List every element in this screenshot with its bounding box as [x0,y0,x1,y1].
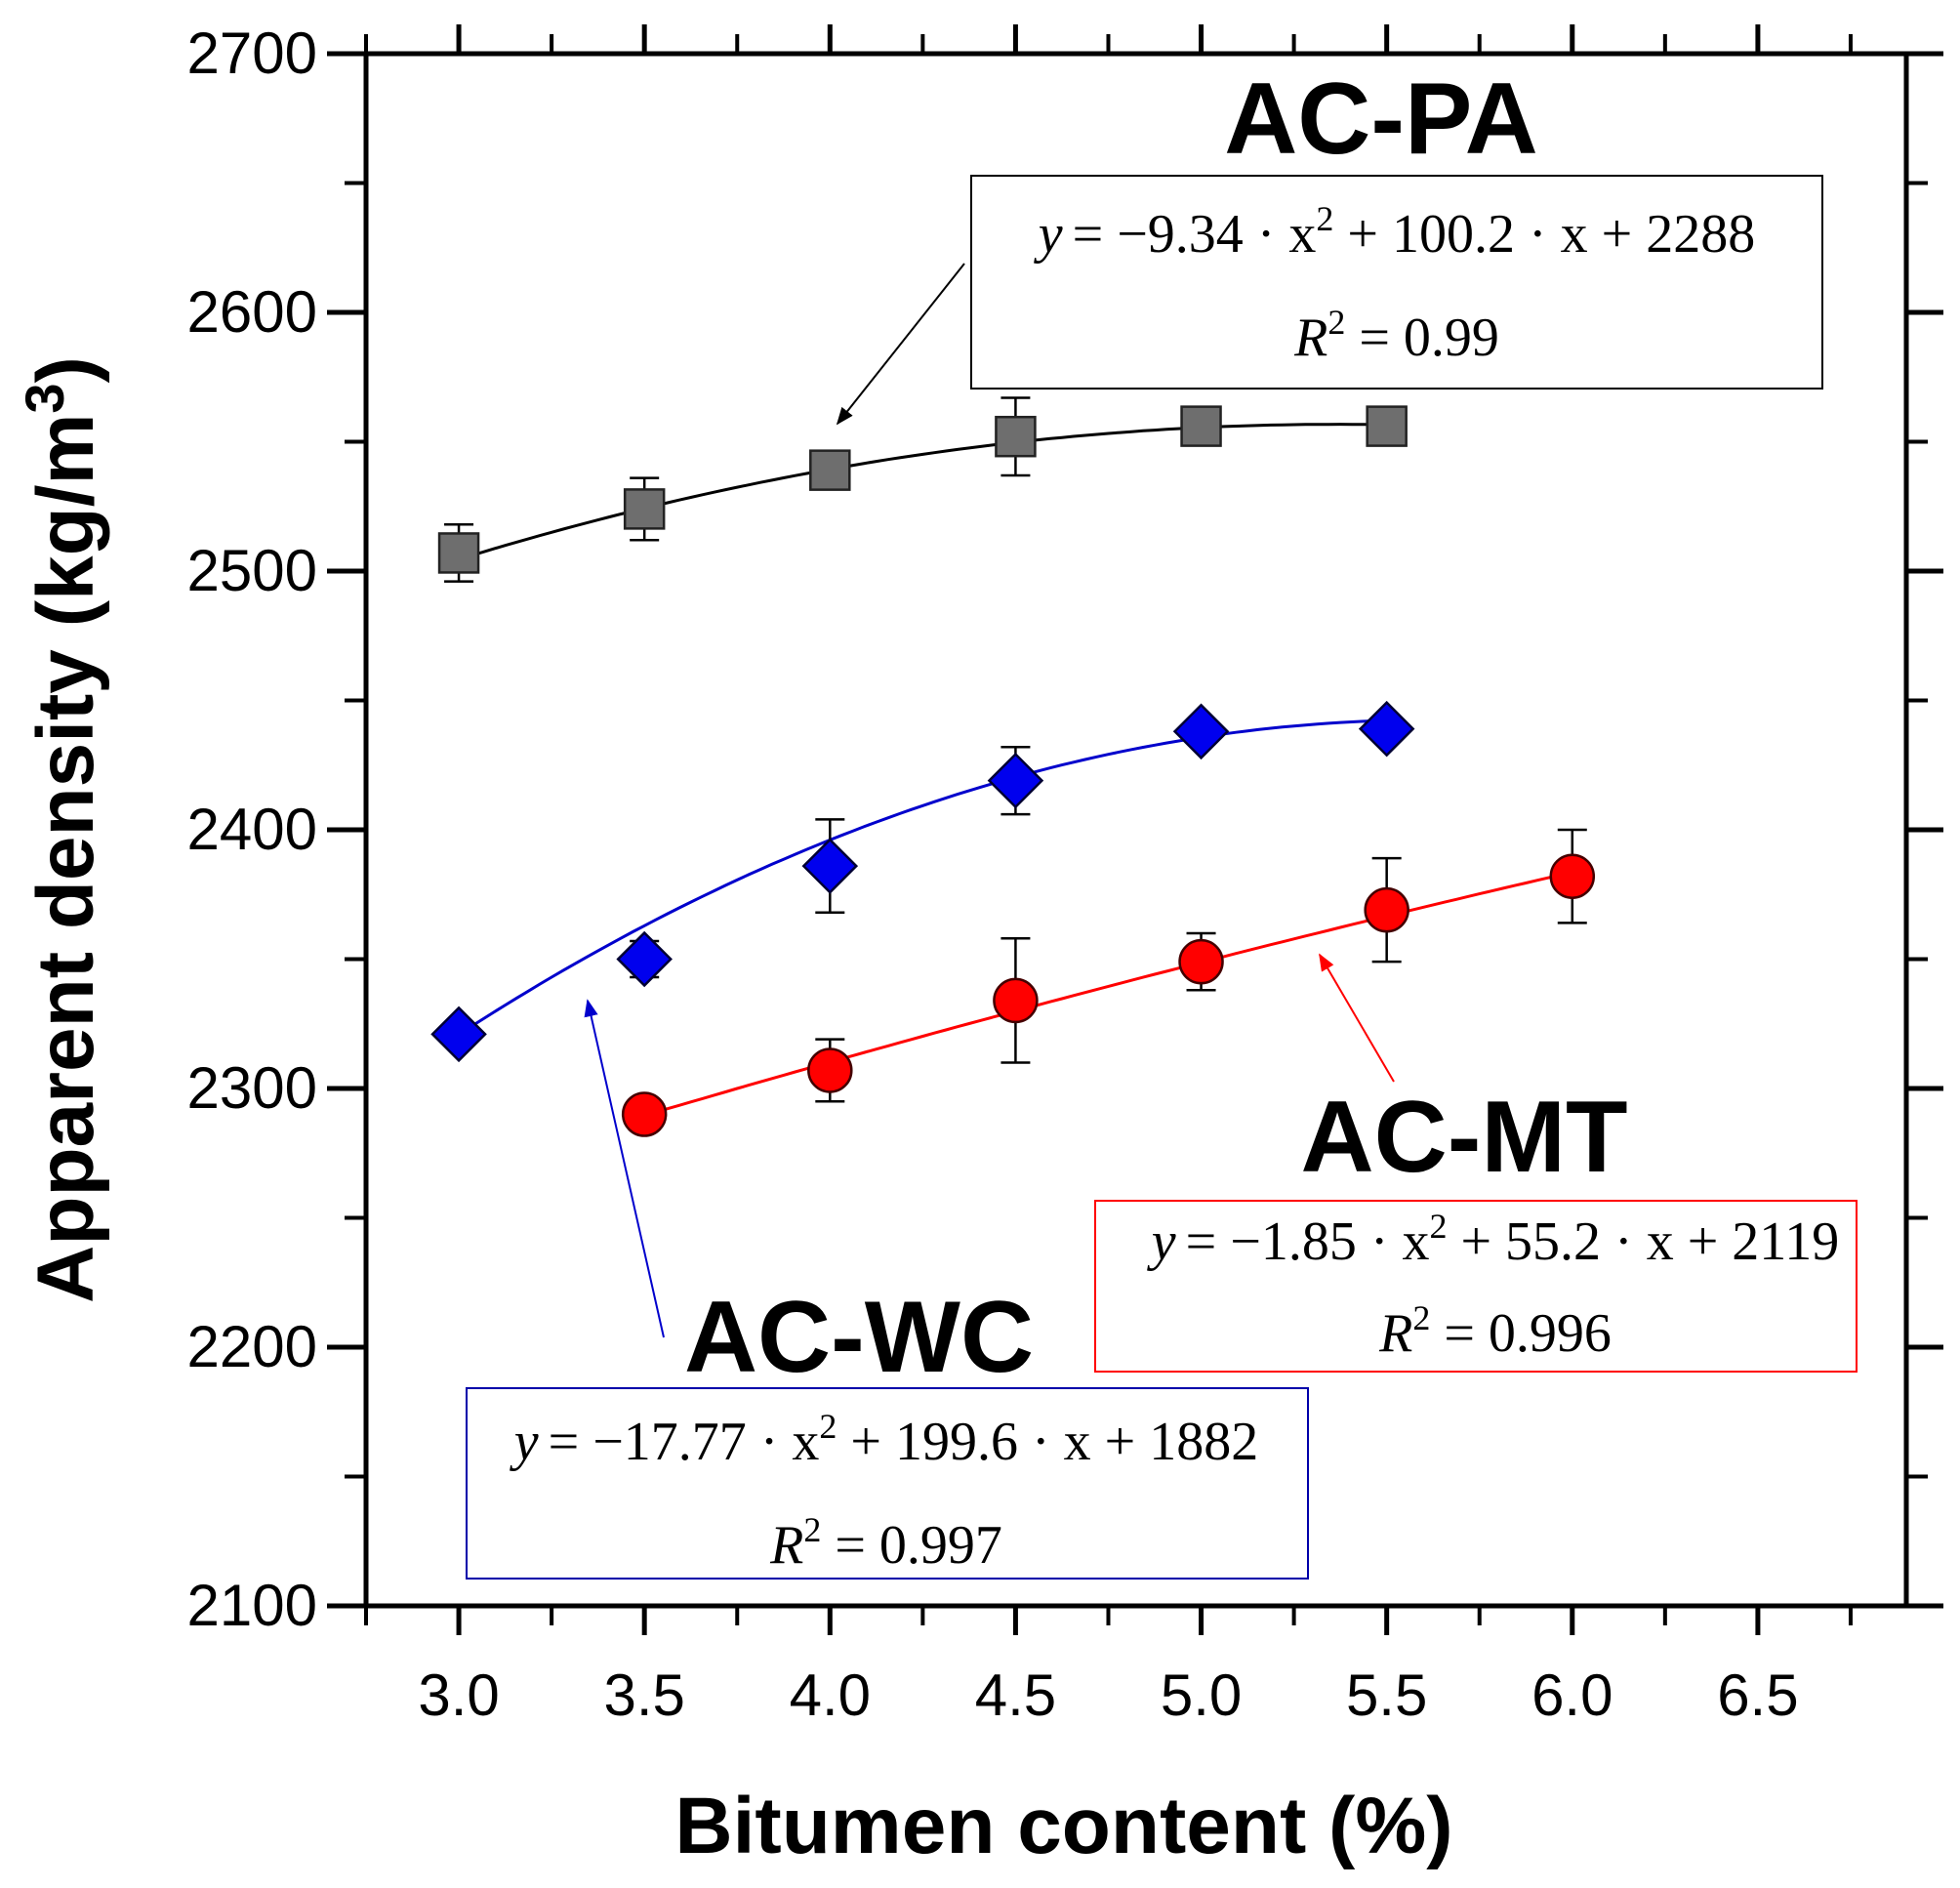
marker-ac-wc [1172,703,1230,760]
axis-ticks [327,24,1943,1635]
x-tick-label: 5.0 [1161,1662,1242,1728]
data-markers [430,405,1596,1137]
marker-ac-wc [616,930,673,988]
y-axis-title-close: ) [21,356,110,383]
y-tick-labels: 2100 2200 2300 2400 2500 2600 2700 [187,21,317,1638]
arrow-ac-wc [584,999,665,1338]
y-tick-label: 2400 [187,797,317,862]
x-tick-label: 3.5 [603,1662,684,1728]
x-tick-label: 4.0 [790,1662,871,1728]
series-label-ac-mt: AC-MT [1300,1081,1627,1194]
r2-ac-pa: R2 = 0.99 [1293,303,1499,368]
marker-ac-wc [1358,700,1415,758]
x-tick-label: 4.5 [975,1662,1056,1728]
marker-ac-mt [621,1091,668,1137]
marker-ac-mt [1364,886,1409,933]
marker-ac-pa [1180,405,1222,447]
marker-ac-mt [807,1047,853,1093]
marker-ac-wc [801,838,859,894]
y-tick-label: 2200 [187,1314,317,1379]
fit-line-ac-wc [458,718,1387,1036]
y-tick-label: 2600 [187,279,317,345]
r2-ac-mt: R2 = 0.996 [1378,1298,1612,1364]
marker-ac-mt [993,977,1039,1024]
arrow-ac-mt [1319,953,1395,1083]
marker-ac-mt [1549,853,1596,899]
y-axis-title-text: Apparent density (kg/m [21,414,110,1303]
plot-frame [363,51,1909,1609]
y-tick-label: 2100 [187,1573,317,1638]
x-tick-label: 6.5 [1717,1662,1798,1728]
marker-ac-wc [987,752,1044,809]
marker-ac-mt [1178,938,1224,985]
marker-ac-pa [623,488,666,530]
y-axis-title: Apparent density (kg/m3) [14,356,110,1303]
series-label-ac-wc: AC-WC [684,1281,1034,1394]
equation-box-ac-mt [1094,1200,1858,1373]
y-axis-title-sup: 3 [14,383,75,413]
x-tick-label: 5.5 [1346,1662,1427,1728]
y-tick-label: 2300 [187,1055,317,1121]
x-tick-label: 3.0 [418,1662,499,1728]
marker-ac-pa [437,532,480,574]
arrow-ac-pa [836,263,965,426]
marker-ac-pa [995,415,1037,458]
x-tick-label: 6.0 [1531,1662,1613,1728]
fit-lines [458,423,1573,1118]
equation-ac-mt: y = −1.85 · x2 + 55.2 · x + 2119 [1147,1207,1839,1272]
equation-box-ac-pa [970,175,1823,390]
fit-line-ac-pa [458,423,1387,561]
y-tick-label: 2500 [187,538,317,603]
fit-line-ac-mt [643,871,1573,1118]
r2-ac-wc: R2 = 0.997 [769,1510,1002,1576]
equation-box-ac-wc [466,1387,1309,1580]
marker-ac-pa [809,449,851,491]
equation-ac-pa: y = −9.34 · x2 + 100.2 · x + 2288 [1034,199,1755,265]
x-axis-title: Bitumen content (%) [674,1782,1452,1870]
y-tick-label: 2700 [187,21,317,86]
series-label-ac-pa: AC-PA [1224,62,1538,176]
marker-ac-pa [1366,405,1408,447]
marker-ac-wc [430,1006,487,1063]
x-tick-labels: 3.0 3.5 4.0 4.5 5.0 5.5 6.0 6.5 [418,1662,1798,1728]
equation-ac-wc: y = −17.77 · x2 + 199.6 · x + 1882 [510,1407,1258,1472]
